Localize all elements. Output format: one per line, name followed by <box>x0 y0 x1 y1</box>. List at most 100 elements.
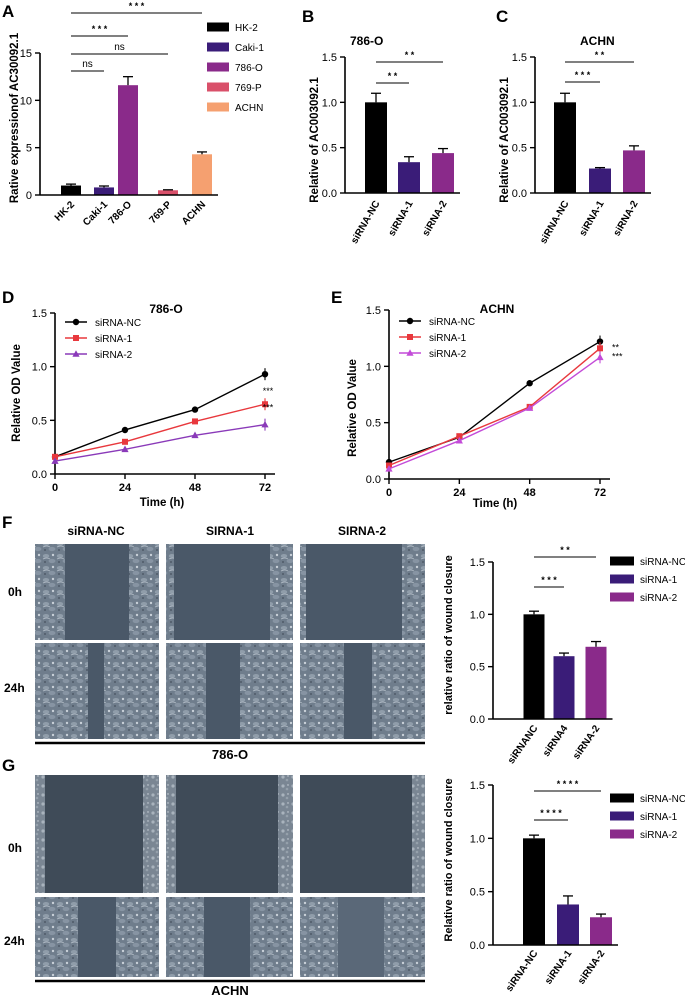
wound-gap <box>88 643 104 739</box>
legend-swatch <box>610 556 634 566</box>
panel-label-g: G <box>2 756 15 775</box>
legend-swatch <box>207 82 229 92</box>
chart-e-legend: siRNA-NC siRNA-1 siRNA-2 <box>399 317 475 360</box>
bar <box>94 187 114 195</box>
legend-swatch <box>207 22 229 32</box>
series-line <box>54 423 266 462</box>
wound-gap <box>176 775 278 893</box>
y-tick-label: 0.0 <box>512 188 527 200</box>
bar <box>623 150 645 193</box>
legend-swatch <box>610 829 634 839</box>
y-tick-label: 0.0 <box>366 474 381 486</box>
chart-b-bars <box>345 92 460 194</box>
data-point <box>526 380 533 387</box>
legend-label: siRNA-2 <box>95 350 133 361</box>
bar <box>590 917 612 945</box>
chart-e-series <box>385 335 604 472</box>
data-point <box>73 335 79 341</box>
chart-a-yticks: 0 5 10 15 <box>20 48 41 202</box>
significance-label: * * <box>405 50 415 60</box>
y-tick-label: 10 <box>20 95 32 107</box>
y-tick-label: 1.5 <box>32 308 47 320</box>
bar <box>158 190 178 195</box>
chart-c-brackets: * * * * * <box>565 50 634 83</box>
y-tick-label: 0.0 <box>470 714 485 726</box>
micrograph-f-row-0h: 0h <box>8 585 22 599</box>
bar <box>523 838 545 945</box>
legend-label: siRNA-2 <box>640 830 678 841</box>
y-tick-label: 0.5 <box>470 662 485 674</box>
legend-label: siRNA-NC <box>429 317 475 328</box>
panel-label-b: B <box>302 7 314 26</box>
x-tick-label: 48 <box>189 482 201 494</box>
chart-e-title: ACHN <box>480 302 515 316</box>
x-tick-label: 72 <box>259 482 271 494</box>
chart-d-xticks: 0 24 48 72 <box>52 473 275 494</box>
wound-gap <box>306 544 402 640</box>
legend-label: Caki-1 <box>235 43 264 54</box>
micrograph-f-row-24h: 24h <box>4 681 25 695</box>
category-label: siRNA-2 <box>612 199 641 239</box>
significance-label: *** <box>263 386 274 396</box>
chart-a-ylabel: Rative expressionof AC30092.1 <box>9 32 21 203</box>
y-tick-label: 1.0 <box>470 833 485 845</box>
chart-g-wound-achn: Relative ratio of wound closure 0.0 0.5 1.… <box>443 778 685 993</box>
data-point <box>192 418 198 425</box>
category-label: 786-O <box>107 199 135 227</box>
significance-label: * * * * <box>557 779 579 789</box>
chart-b-786o-knockdown: 786-O Relative of AC003092.1 0.0 0.5 1.0 1.… <box>309 34 460 246</box>
category-label: siRNA4 <box>541 723 571 759</box>
chart-g-yticks: 0.0 0.5 1.0 1.5 <box>470 780 494 952</box>
y-tick-label: 1.5 <box>512 52 527 64</box>
legend-label: siRNA-1 <box>640 575 678 586</box>
legend-swatch <box>610 574 634 584</box>
chart-g-brackets: * * * * * * * * <box>534 779 601 821</box>
chart-d-series <box>51 368 269 464</box>
category-label: siRNA-1 <box>543 948 575 987</box>
wound-gap <box>206 643 240 739</box>
wound-gap <box>338 897 384 977</box>
y-tick-label: 1.5 <box>470 780 485 792</box>
legend-label: siRNA-NC <box>640 794 685 805</box>
data-point <box>455 436 463 444</box>
category-label: siRNA-NC <box>349 199 382 246</box>
data-point <box>407 334 413 340</box>
y-tick-label: 0.0 <box>322 188 337 200</box>
chart-g-bars <box>493 834 618 946</box>
chart-e-yticks: 0.0 0.5 1.0 1.5 <box>366 305 390 486</box>
legend-swatch <box>207 102 229 112</box>
legend-swatch <box>610 793 634 803</box>
bar <box>192 154 212 195</box>
category-label: siRNA-NC <box>538 199 571 246</box>
data-point <box>52 453 58 460</box>
category-label: ACHN <box>180 199 208 227</box>
series-line <box>388 340 601 463</box>
legend-swatch <box>610 811 634 821</box>
significance-label: * * * <box>129 1 145 11</box>
data-point <box>122 438 128 445</box>
panel-label-a: A <box>2 2 14 21</box>
bar <box>523 614 545 719</box>
data-point <box>121 445 129 453</box>
significance-label: * * <box>388 71 398 81</box>
significance-label: * * <box>560 545 570 555</box>
bar <box>557 904 579 945</box>
bar <box>553 656 575 719</box>
chart-d-yticks: 0.0 0.5 1.0 1.5 <box>32 308 56 481</box>
micrograph-f-images <box>35 544 425 739</box>
x-tick-label: 72 <box>594 487 606 499</box>
y-tick-label: 0.5 <box>32 415 47 427</box>
significance-label: ns <box>114 42 125 53</box>
y-tick-label: 0.0 <box>32 469 47 481</box>
micrograph-g-images <box>35 775 425 977</box>
data-point <box>526 404 534 411</box>
chart-d-legend: siRNA-NC siRNA-1 siRNA-2 <box>65 318 141 361</box>
y-tick-label: 0.5 <box>470 887 485 899</box>
chart-d-ylabel: Relative OD Value <box>11 344 23 442</box>
chart-f-brackets: * * * * * <box>534 545 596 588</box>
legend-label: siRNA-1 <box>95 334 133 345</box>
significance-label: ns <box>82 59 93 70</box>
chart-d-annotations: *** *** <box>263 386 274 412</box>
